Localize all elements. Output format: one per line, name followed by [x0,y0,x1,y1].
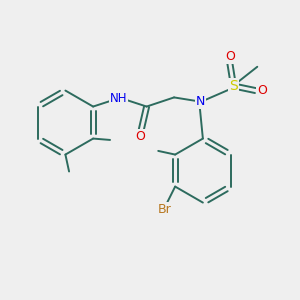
Text: O: O [257,84,267,97]
Text: S: S [229,79,238,93]
Text: O: O [225,50,235,63]
Text: N: N [196,95,205,109]
Text: Br: Br [158,203,172,216]
Text: O: O [135,130,145,143]
Text: NH: NH [110,92,127,105]
